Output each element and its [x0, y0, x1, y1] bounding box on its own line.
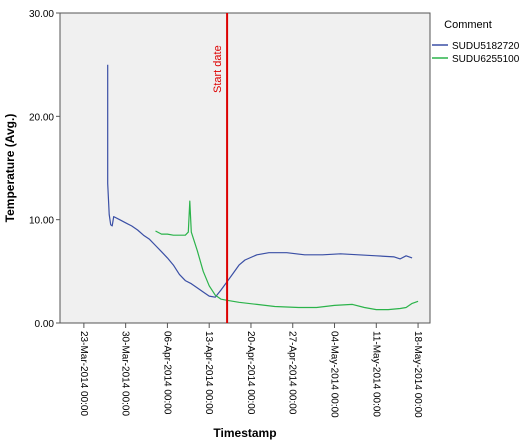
start-date-label: Start date [212, 45, 224, 93]
x-tick-label: 11-May-2014 00:00 [370, 331, 381, 417]
x-tick-label: 06-Apr-2014 00:00 [161, 331, 172, 415]
y-tick-label: 0.00 [35, 319, 55, 330]
y-axis: 0.00 10.00 20.00 30.00 [29, 9, 60, 330]
legend-entries: SUDU5182720 SUDU6255100 [432, 41, 520, 65]
x-tick-label: 23-Mar-2014 00:00 [78, 331, 89, 416]
x-axis: 23-Mar-2014 00:00 30-Mar-2014 00:00 06-Apr… [78, 323, 423, 418]
y-tick-label: 30.00 [29, 9, 54, 20]
annotation-layer: Start date [212, 13, 229, 323]
x-tick-label: 20-Apr-2014 00:00 [245, 331, 256, 415]
x-axis-label: Timestamp [213, 426, 276, 440]
y-axis-label: Temperature (Avg.) [3, 114, 17, 223]
plot-area [59, 12, 431, 324]
x-tick-label: 30-Mar-2014 00:00 [120, 331, 131, 416]
series-line-sudu5182720 [107, 64, 413, 298]
x-tick-label: 18-May-2014 00:00 [412, 331, 423, 418]
legend-title: Comment [444, 19, 492, 31]
legend-label: SUDU6255100 [452, 54, 520, 65]
legend: Comment SUDU5182720 SUDU6255100 [432, 19, 520, 65]
x-tick-label: 04-May-2014 00:00 [329, 331, 340, 418]
x-tick-label: 13-Apr-2014 00:00 [203, 331, 214, 415]
y-tick-label: 10.00 [29, 216, 54, 227]
x-tick-label: 27-Apr-2014 00:00 [287, 331, 298, 415]
y-tick-label: 20.00 [29, 112, 54, 123]
legend-label: SUDU5182720 [452, 41, 520, 52]
